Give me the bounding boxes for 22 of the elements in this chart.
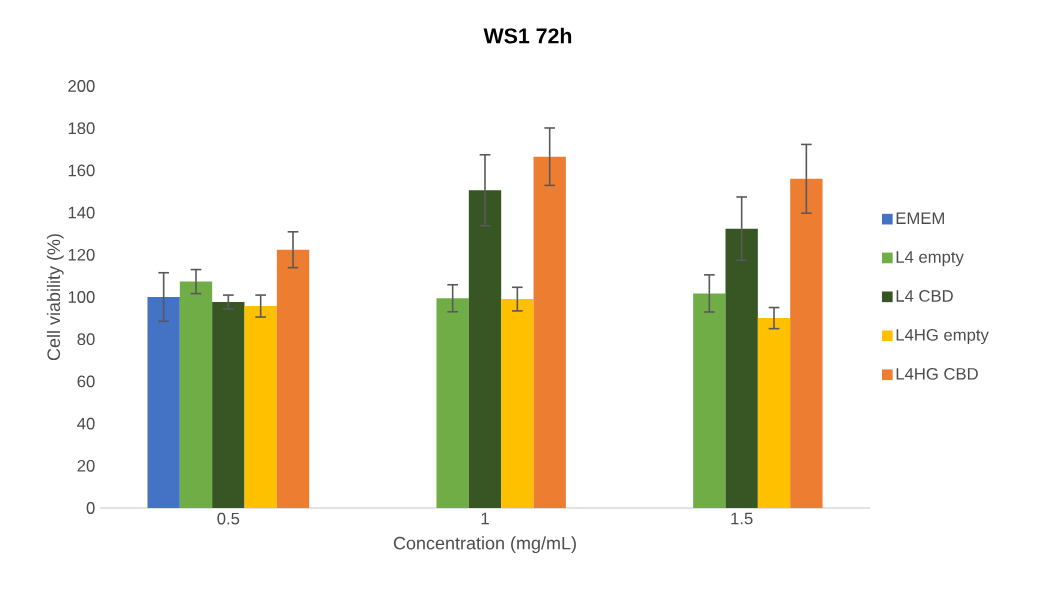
y-tick-label: 180 xyxy=(68,122,95,135)
y-tick-label: 140 xyxy=(68,206,95,219)
legend-label: L4 CBD xyxy=(896,290,953,302)
y-tick-label: 40 xyxy=(77,417,95,430)
y-tick-label: 0 xyxy=(86,502,95,514)
chart-title: WS1 72h xyxy=(483,27,572,44)
x-axis-title: Concentration (mg/mL) xyxy=(393,536,576,554)
y-tick-label: 80 xyxy=(77,333,95,346)
y-tick-label: 120 xyxy=(68,248,95,261)
x-tick-label: 1.5 xyxy=(731,512,753,525)
y-tick-label: 160 xyxy=(68,164,95,177)
x-tick-label: 0.5 xyxy=(217,512,240,525)
legend-label: L4HG CBD xyxy=(896,367,978,380)
legend-label: L4 empty xyxy=(896,251,964,267)
y-tick-label: 200 xyxy=(68,80,95,92)
x-tick-label: 1 xyxy=(481,512,489,525)
legend-label: EMEM xyxy=(896,212,944,224)
legend-label: L4HG empty xyxy=(896,328,989,345)
y-tick-label: 20 xyxy=(77,459,95,472)
y-tick-label: 60 xyxy=(77,375,95,388)
y-tick-label: 100 xyxy=(68,291,95,303)
y-axis-title: Cell viability (%) xyxy=(46,234,64,361)
